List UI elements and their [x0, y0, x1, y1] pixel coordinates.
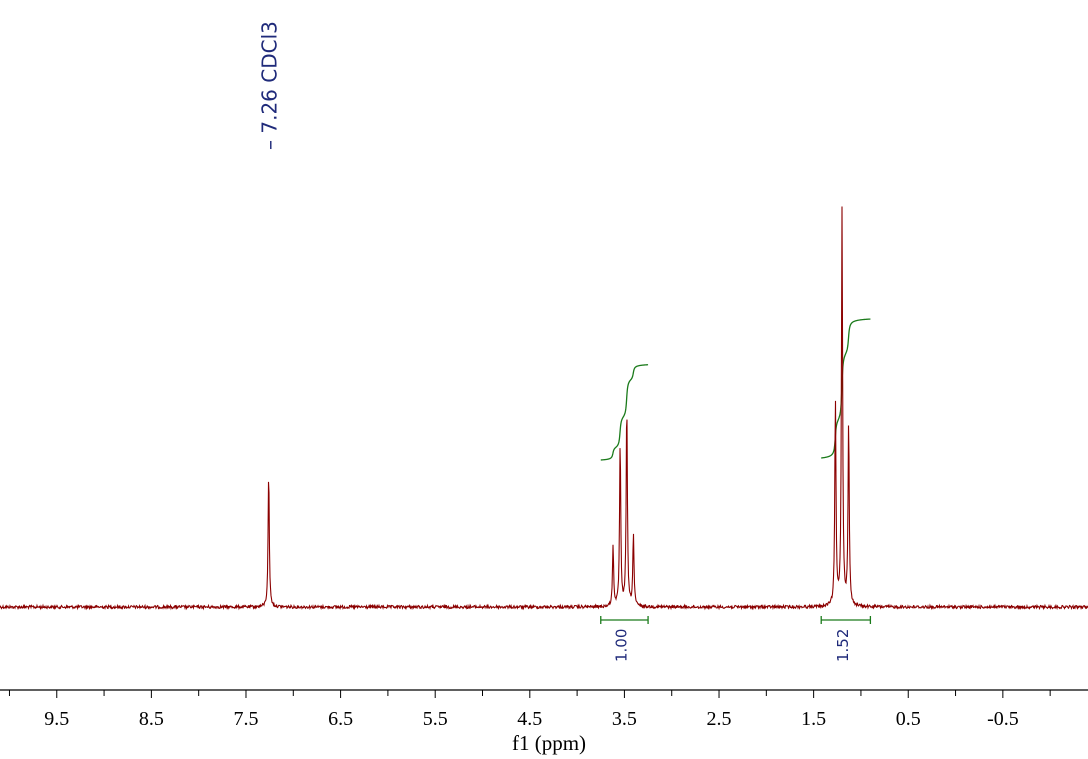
x-tick-label: 4.5 [517, 708, 542, 730]
spectrum-line [0, 206, 1088, 611]
peak-label: – 7.26 CDCl3 [258, 21, 282, 150]
x-tick-label: 3.5 [612, 708, 637, 730]
x-tick-label: 5.5 [423, 708, 448, 730]
x-tick-label: 9.5 [44, 708, 69, 730]
peak-labels: – 7.26 CDCl3 [258, 21, 282, 150]
integral-curves: 1.00 1.52 [600, 318, 872, 662]
integral-value-label: 1.00 [612, 629, 630, 662]
x-tick-label: 1.5 [801, 708, 826, 730]
x-axis-title: f1 (ppm) [512, 731, 586, 755]
integral-value-label: 1.52 [834, 629, 852, 662]
x-tick-label: 2.5 [707, 708, 732, 730]
x-tick-label: -0.5 [987, 708, 1019, 730]
x-tick-label: 7.5 [234, 708, 259, 730]
x-tick-label: 0.5 [896, 708, 921, 730]
integral-curve-2 [821, 318, 871, 459]
x-axis-ticks: 9.58.57.56.55.54.53.52.51.50.5-0.5-1 [8, 690, 1051, 730]
x-tick-label: 6.5 [328, 708, 353, 730]
x-tick-label: 8.5 [139, 708, 164, 730]
integral-curve-1 [600, 364, 649, 461]
